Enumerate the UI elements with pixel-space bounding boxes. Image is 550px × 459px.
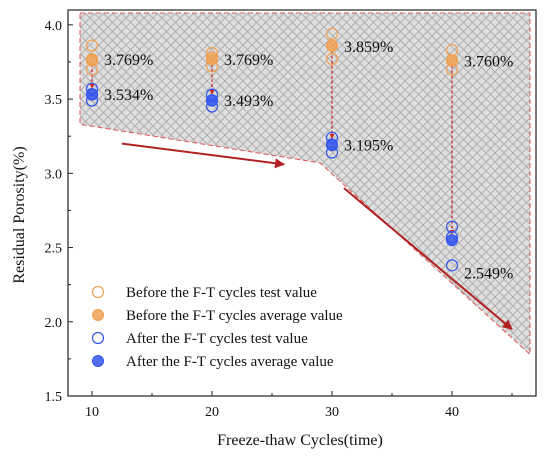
value-annotation: 2.549% (464, 265, 513, 282)
x-tick-label: 20 (205, 405, 219, 420)
data-point-series-1 (325, 52, 339, 66)
value-annotation: 3.195% (344, 137, 393, 154)
data-point-series-4 (86, 88, 98, 101)
y-tick-label: 3.5 (45, 93, 63, 108)
value-annotation: 3.769% (224, 52, 273, 69)
legend-label: Before the F-T cycles average value (126, 308, 343, 324)
trend-arrow (121, 142, 285, 169)
y-axis-title: Residual Porosity(%) (11, 146, 28, 283)
y-tick-label: 2.5 (45, 242, 63, 257)
y-tick-label: 1.5 (45, 390, 63, 405)
data-point-series-4 (206, 94, 218, 107)
legend-marker (92, 355, 104, 367)
value-annotation: 3.859% (344, 39, 393, 56)
shaded-region (79, 12, 531, 356)
y-tick-label: 4.0 (45, 19, 63, 34)
trend-arrow (343, 187, 513, 330)
data-point-series-2 (206, 53, 218, 66)
legend-label: Before the F-T cycles test value (126, 285, 317, 301)
data-point-series-1 (85, 39, 99, 52)
value-annotation: 3.534% (104, 87, 153, 104)
legend-label: After the F-T cycles test value (126, 331, 308, 347)
x-axis-title: Freeze-thaw Cycles(time) (217, 432, 383, 449)
y-tick-label: 3.0 (45, 167, 63, 182)
data-point-series-3 (445, 220, 459, 233)
data-point-series-4 (446, 234, 458, 247)
value-annotation: 3.760% (464, 53, 513, 70)
x-tick-label: 30 (325, 405, 339, 420)
data-point-series-1 (325, 27, 339, 40)
axes: 10 20 30 40 1.5 2.0 2.5 3.0 3.5 4.0 Before the F-T… (45, 9, 537, 420)
data-point-series-2 (86, 53, 98, 66)
legend-label: After the F-T cycles average value (126, 354, 334, 370)
x-tick-label: 10 (85, 405, 99, 420)
data-point-series-4 (326, 138, 338, 151)
x-tick-label: 40 (445, 405, 459, 420)
legend-marker (92, 309, 104, 321)
value-annotation: 3.493% (224, 93, 273, 110)
data-point-series-3 (445, 259, 459, 272)
legend-marker (91, 331, 105, 345)
value-annotation: 3.769% (104, 52, 153, 69)
plot-area: 3.769% 3.534% 3.769% 3.493% 3.859% 3.195% 3.76… (79, 12, 531, 356)
data-point-series-2 (326, 39, 338, 52)
data-point-series-2 (446, 54, 458, 67)
legend-marker (91, 285, 105, 299)
y-tick-label: 2.0 (45, 316, 63, 331)
plot-frame (67, 9, 537, 397)
